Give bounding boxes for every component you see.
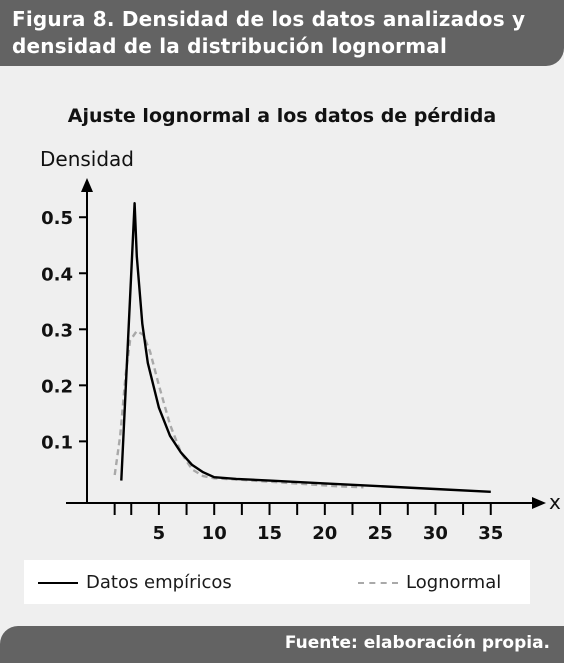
legend-label-empirical: Datos empíricos: [86, 572, 232, 593]
x-tick-label: 20: [312, 523, 337, 544]
legend-swatch-dashed: [358, 581, 398, 584]
y-axis-arrow: [81, 178, 93, 192]
legend-item-empirical: Datos empíricos: [38, 572, 232, 593]
y-tick-label: 0.1: [41, 432, 73, 453]
figure-header: Figura 8. Densidad de los datos analizad…: [0, 0, 564, 66]
x-axis-label: x: [549, 490, 561, 514]
legend-swatch-solid: [38, 581, 78, 584]
empirical-series-line: [120, 202, 491, 493]
x-tick-label: 5: [153, 523, 166, 544]
chart-title: Ajuste lognormal a los datos de pérdida: [68, 105, 496, 127]
lognormal-series-line: [113, 329, 364, 489]
x-tick-label: 10: [202, 523, 227, 544]
legend-item-lognormal: Lognormal: [358, 572, 501, 593]
x-tick-label: 25: [368, 523, 393, 544]
legend: Datos empíricos Lognormal: [24, 560, 530, 604]
figure-footer: Fuente: elaboración propia.: [0, 626, 564, 663]
x-tick-label: 35: [478, 523, 503, 544]
source-note: Fuente: elaboración propia.: [284, 633, 550, 653]
y-tick-label: 0.5: [41, 208, 73, 229]
legend-label-lognormal: Lognormal: [406, 572, 502, 593]
x-tick-label: 30: [423, 523, 448, 544]
x-axis-arrow: [532, 497, 546, 509]
figure-title: Figura 8. Densidad de los datos analizad…: [12, 7, 526, 58]
x-tick-label: 15: [257, 523, 282, 544]
y-tick-label: 0.3: [41, 320, 73, 341]
y-tick-label: 0.2: [41, 376, 73, 397]
y-tick-label: 0.4: [41, 264, 73, 285]
y-axis-label: Densidad: [40, 147, 134, 171]
